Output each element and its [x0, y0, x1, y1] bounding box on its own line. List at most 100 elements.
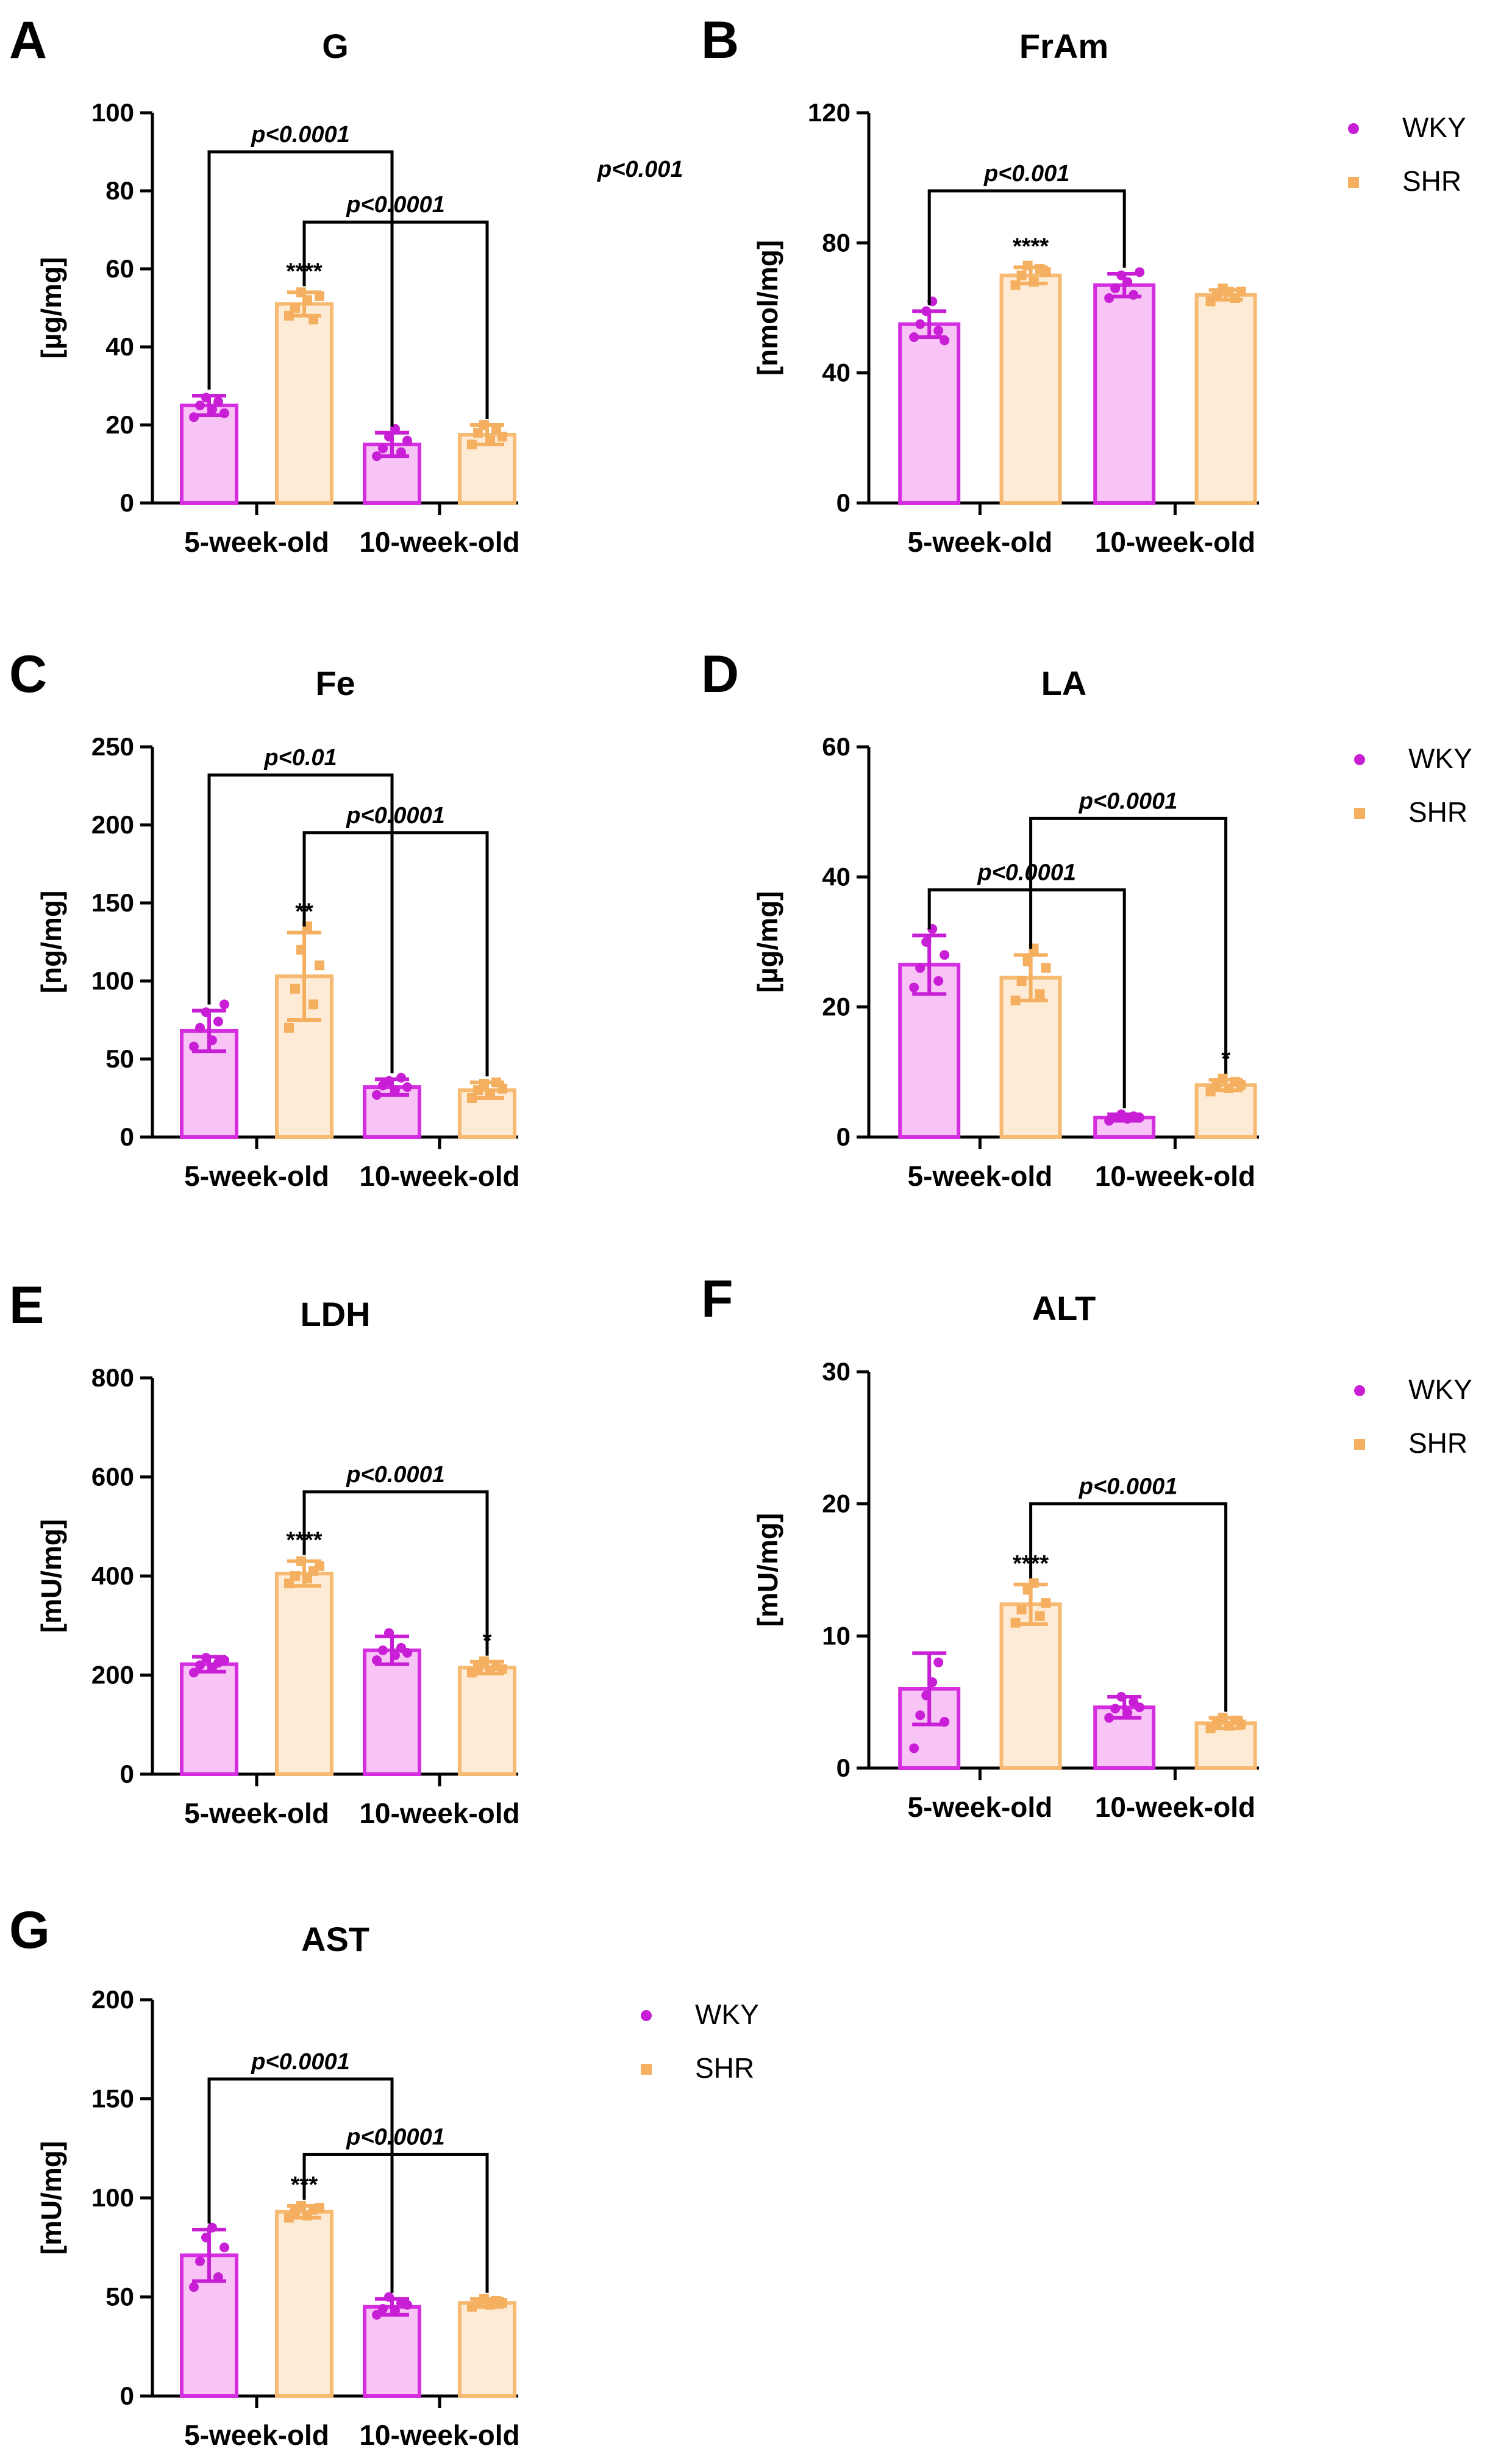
p-value-bracket: [207, 150, 394, 427]
p-value-label: p<0.0001: [251, 2049, 350, 2075]
data-point-SHR: [1010, 280, 1021, 290]
data-point-WKY: [201, 393, 211, 403]
data-point-SHR: [315, 291, 324, 301]
data-point-WKY: [219, 2242, 229, 2253]
data-point-WKY: [402, 1082, 412, 1093]
data-point-WKY: [940, 950, 950, 960]
stray-p-value-label: p<0.001: [597, 157, 683, 182]
data-point-WKY: [1135, 267, 1145, 277]
data-point-SHR: [1041, 963, 1051, 973]
legend-label: WKY: [695, 1999, 759, 2030]
data-point-WKY: [1116, 270, 1127, 280]
data-point-SHR: [479, 420, 489, 430]
data-point-WKY: [940, 1717, 950, 1727]
panel-letter: C: [9, 645, 47, 704]
y-tick-label: 600: [91, 1463, 134, 1491]
data-point-WKY: [927, 1677, 938, 1688]
y-tick-label: 60: [822, 732, 850, 761]
data-point-WKY: [213, 2272, 223, 2282]
p-value-bracket: [302, 220, 489, 419]
data-point-SHR: [479, 1079, 489, 1089]
chart-title: LA: [1041, 664, 1087, 702]
y-tick-label: 30: [822, 1357, 850, 1386]
data-point-WKY: [372, 1655, 382, 1666]
data-point-SHR: [290, 303, 300, 313]
data-point-WKY: [378, 443, 388, 454]
bar-SHR: [999, 1602, 1062, 1770]
data-point-WKY: [933, 976, 944, 986]
data-point-WKY: [372, 451, 382, 462]
y-tick-label: 0: [836, 1122, 850, 1151]
data-point-WKY: [1129, 290, 1139, 300]
data-point-WKY: [201, 2233, 211, 2242]
data-point-SHR: [315, 2203, 324, 2213]
data-point-WKY: [1122, 1708, 1133, 1717]
bar-WKY: [898, 322, 961, 505]
data-point-WKY: [189, 1041, 199, 1052]
data-point-WKY: [189, 412, 199, 423]
data-point-SHR: [296, 2201, 306, 2211]
p-value-bracket: [302, 1490, 489, 1656]
legend-label: SHR: [695, 2052, 754, 2084]
chart-panel-A: A G [µg/mg] 0 20 40 60 80 100 5-week-old 10-week-o…: [9, 11, 1466, 558]
chart-panel-G: G AST [mU/mg] 0 50 100 150 200 5-week-old 10-week…: [9, 1901, 759, 2451]
data-point-WKY: [219, 999, 229, 1010]
y-tick-label: 400: [91, 1561, 134, 1590]
legend-marker-SHR: [1354, 1439, 1365, 1450]
data-point-WKY: [915, 319, 925, 329]
y-tick-label: 250: [91, 732, 134, 761]
data-point-WKY: [909, 332, 919, 342]
chart-panel-C: C Fe [ng/mg] 0 50 100 150 200 250 5-week-old 10-we…: [9, 645, 520, 1192]
data-point-WKY: [390, 1650, 400, 1660]
panel-letter: F: [701, 1270, 733, 1328]
p-value-bracket: [302, 831, 489, 1077]
p-value-label: p<0.0001: [977, 860, 1076, 886]
data-point-SHR: [290, 1571, 300, 1581]
data-point-SHR: [497, 1083, 507, 1094]
p-value-bracket: [302, 2153, 489, 2293]
legend-marker-SHR: [641, 2064, 652, 2075]
panel-letter: D: [701, 645, 739, 704]
legend: WKY SHR: [1348, 112, 1466, 197]
y-axis-label: [µg/mg]: [752, 891, 783, 993]
y-tick-label: 200: [91, 1661, 134, 1689]
panel-letter: E: [9, 1276, 44, 1335]
legend-marker-WKY: [1354, 1385, 1365, 1396]
legend-label: SHR: [1402, 165, 1461, 197]
data-point-WKY: [921, 306, 932, 316]
data-point-WKY: [390, 1085, 400, 1096]
chart-panel-B: B FrAm [nmol/mg] 0 40 80 120 5-week-old 10-week-…: [701, 11, 1259, 558]
data-point-SHR: [497, 1664, 507, 1674]
y-tick-label: 50: [105, 1044, 134, 1073]
x-tick-label: 5-week-old: [184, 1797, 329, 1829]
bar-SHR: [458, 2301, 516, 2398]
bar-WKY: [180, 1662, 238, 1776]
data-point-WKY: [921, 1690, 932, 1700]
panel-letter: A: [9, 11, 47, 70]
legend: WKY SHR: [1354, 743, 1472, 828]
y-tick-label: 80: [822, 228, 850, 257]
p-value-label: p<0.0001: [251, 122, 350, 148]
x-tick-label: 10-week-old: [1095, 1160, 1255, 1192]
chart-panel-E: E LDH [mU/mg] 0 200 400 600 800 5-week-old 10-wee…: [9, 1276, 520, 1829]
y-tick-label: 20: [822, 993, 850, 1021]
data-point-SHR: [284, 1578, 294, 1589]
p-value-bracket: [927, 888, 1126, 1108]
y-tick-label: 50: [105, 2283, 134, 2311]
data-point-WKY: [1110, 1703, 1121, 1714]
bar-WKY: [180, 404, 238, 505]
x-tick-label: 10-week-old: [1095, 526, 1255, 558]
y-tick-label: 0: [120, 488, 134, 517]
data-point-WKY: [195, 1022, 205, 1033]
data-point-SHR: [467, 440, 477, 449]
data-point-SHR: [296, 287, 306, 298]
data-point-WKY: [915, 1710, 925, 1721]
bar-SHR: [275, 2209, 333, 2398]
data-point-WKY: [909, 982, 919, 993]
data-point-SHR: [284, 310, 294, 321]
data-point-SHR: [497, 2298, 507, 2308]
data-point-SHR: [1035, 1611, 1045, 1621]
bar-WKY: [1093, 283, 1156, 505]
